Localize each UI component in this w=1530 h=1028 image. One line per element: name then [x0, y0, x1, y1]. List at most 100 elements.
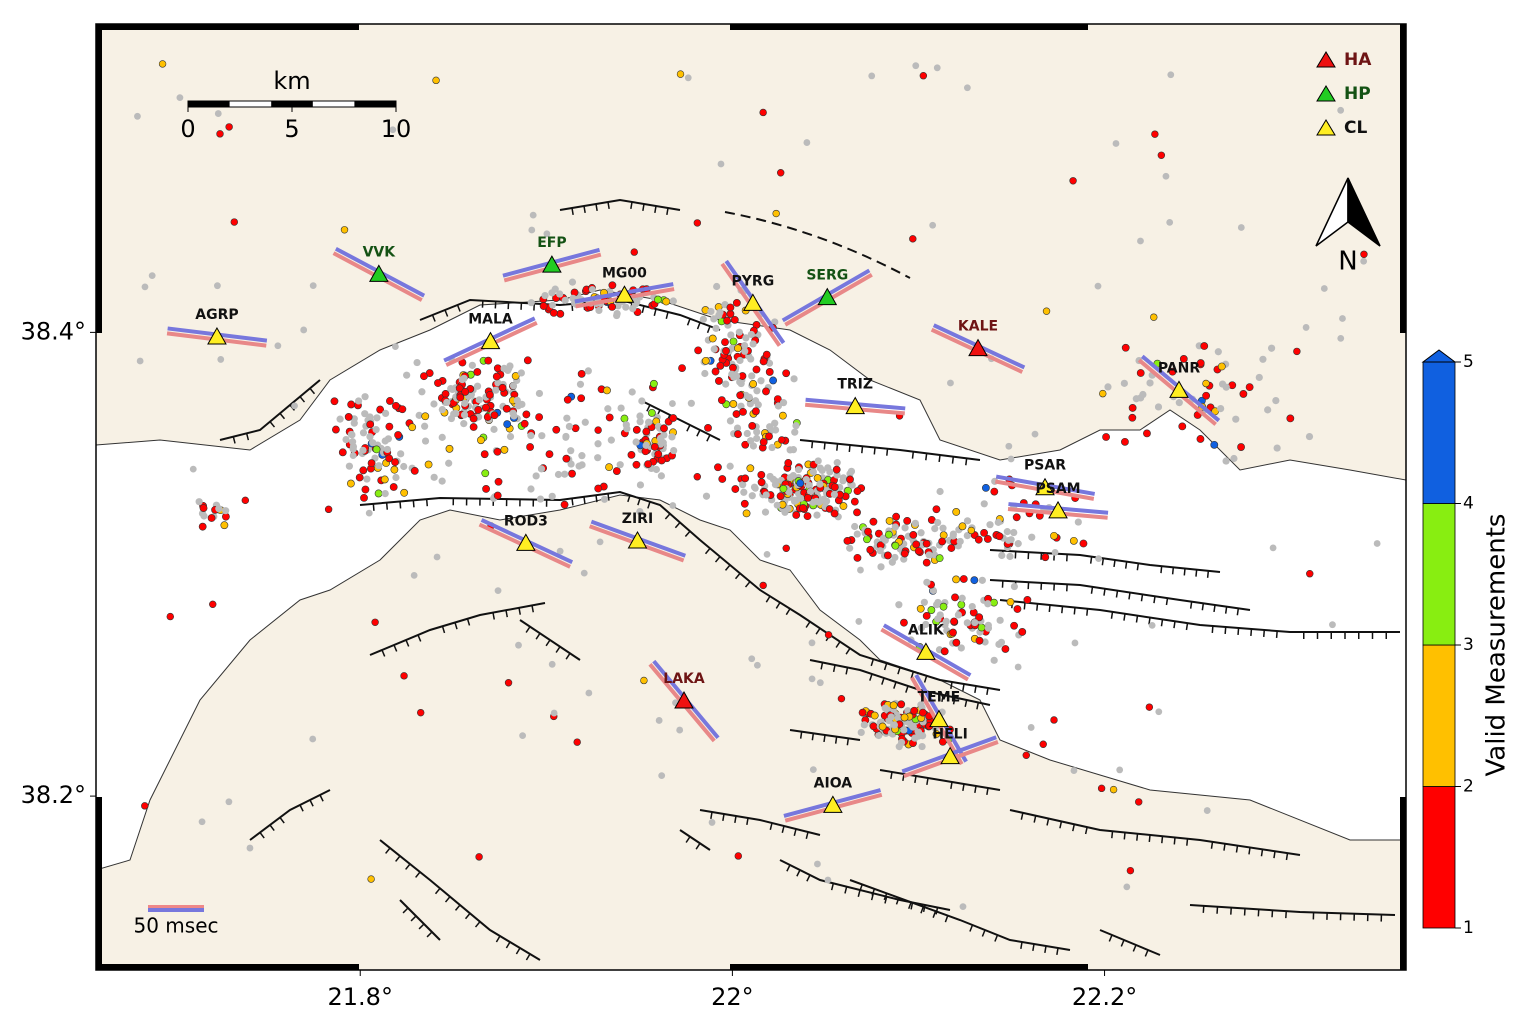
event-scatter: [814, 861, 821, 868]
event-gray: [787, 446, 794, 453]
event-scatter: [968, 527, 975, 534]
event: [628, 451, 635, 458]
fault-tick: [1062, 606, 1063, 613]
event-scatter: [760, 109, 767, 116]
fault-tick: [1286, 853, 1287, 860]
event-scatter: [247, 845, 254, 852]
event: [401, 489, 408, 496]
station-label: SERG: [806, 268, 848, 284]
event-scatter: [1146, 704, 1153, 711]
event: [1070, 537, 1077, 544]
event: [1137, 369, 1144, 376]
fault-tick: [1087, 609, 1088, 616]
event-gray: [950, 530, 957, 537]
event: [381, 476, 388, 483]
event: [572, 425, 579, 432]
event: [980, 529, 987, 536]
event-gray: [984, 600, 991, 607]
event-gray: [342, 436, 349, 443]
fault-tick: [801, 732, 802, 739]
event: [758, 479, 765, 486]
event: [975, 536, 982, 543]
event: [1019, 628, 1026, 635]
event-scatter: [777, 169, 784, 176]
event-gray: [1215, 348, 1222, 355]
event: [940, 532, 947, 539]
event-gray: [1015, 540, 1022, 547]
event: [332, 426, 339, 433]
event: [391, 466, 398, 473]
event-gray: [926, 551, 933, 558]
fault-tick: [1074, 608, 1075, 615]
event: [411, 467, 418, 474]
event: [482, 485, 489, 492]
event-gray: [555, 471, 562, 478]
event-gray: [527, 485, 534, 492]
event-gray: [790, 375, 797, 382]
event: [734, 345, 741, 352]
event-scatter: [1098, 785, 1105, 792]
event-gray: [934, 615, 941, 622]
event: [844, 537, 851, 544]
event: [760, 438, 767, 445]
event-gray: [969, 603, 976, 610]
event: [982, 484, 989, 491]
event-scatter: [291, 402, 298, 409]
event-scatter: [857, 567, 864, 574]
event: [609, 303, 616, 310]
event-gray: [537, 495, 544, 502]
station-label: AIOA: [814, 775, 853, 791]
event: [950, 618, 957, 625]
event: [434, 379, 441, 386]
event-scatter: [960, 903, 967, 910]
colorbar-tick-label: 4: [1463, 494, 1474, 514]
event: [733, 299, 740, 306]
event: [521, 420, 528, 427]
event-gray: [1272, 397, 1279, 404]
event-gray: [831, 491, 838, 498]
event: [633, 426, 640, 433]
event-gray: [934, 519, 941, 526]
fault-tick: [1214, 605, 1215, 612]
event: [917, 605, 924, 612]
event-scatter: [1155, 708, 1162, 715]
event: [996, 533, 1003, 540]
event-scatter: [1110, 786, 1117, 793]
colorbar-segment: [1423, 645, 1455, 787]
event: [200, 504, 207, 511]
event-gray: [889, 559, 896, 566]
station-label: EFP: [537, 235, 566, 251]
event-scatter: [309, 736, 316, 743]
event: [949, 629, 956, 636]
event: [870, 723, 877, 730]
event-scatter: [658, 772, 665, 779]
event-gray: [449, 386, 456, 393]
station-label: TRIZ: [837, 377, 873, 393]
event-gray: [617, 461, 624, 468]
event: [939, 538, 946, 545]
event-gray: [397, 450, 404, 457]
event-scatter: [1270, 544, 1277, 551]
fault-tick: [373, 504, 374, 511]
event-gray: [355, 397, 362, 404]
colorbar-tick-label: 3: [1463, 635, 1474, 655]
y-tick-label: 38.2°: [21, 781, 86, 809]
event-gray: [736, 357, 743, 364]
event-gray: [716, 309, 723, 316]
event-scatter: [1135, 799, 1142, 806]
event: [1211, 441, 1218, 448]
event: [1203, 392, 1210, 399]
event-gray: [748, 372, 755, 379]
event-scatter: [585, 690, 592, 697]
event-gray: [536, 390, 543, 397]
event-gray: [912, 520, 919, 527]
fault-tick: [1187, 839, 1188, 846]
event-gray: [452, 410, 459, 417]
event: [765, 433, 772, 440]
event: [1201, 342, 1208, 349]
fault-tick: [427, 499, 428, 506]
event-scatter: [694, 473, 701, 480]
event-gray: [346, 463, 353, 470]
fault-tick: [1238, 628, 1239, 635]
event: [915, 547, 922, 554]
